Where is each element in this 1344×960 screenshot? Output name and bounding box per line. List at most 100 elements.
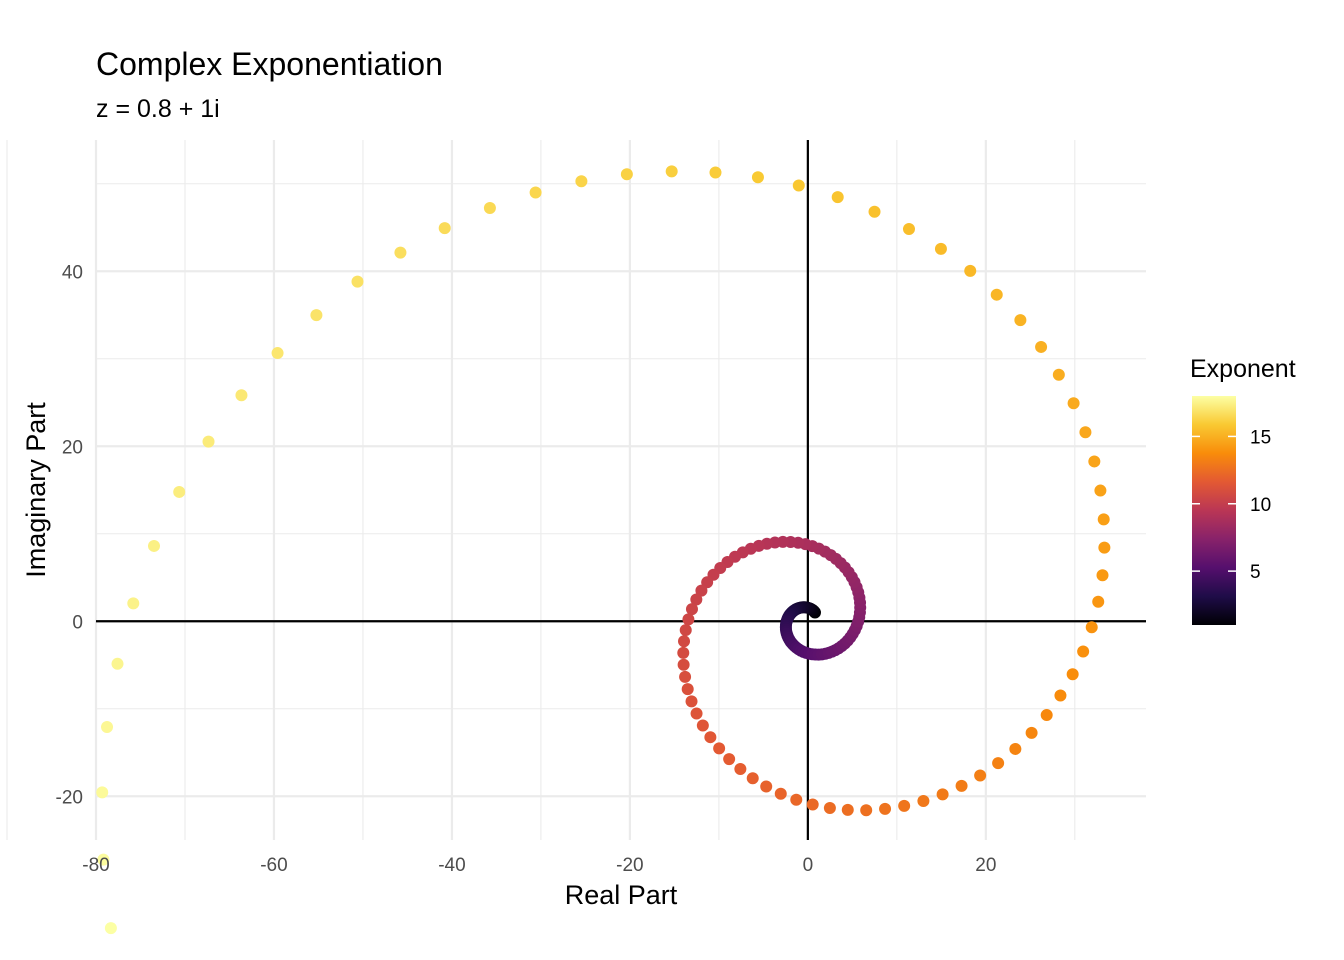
y-axis-title: Imaginary Part: [21, 402, 51, 578]
data-point: [394, 246, 407, 259]
data-point: [879, 802, 892, 815]
data-point: [682, 613, 695, 626]
data-point: [483, 202, 496, 215]
data-point: [1025, 726, 1038, 739]
data-point: [934, 242, 947, 255]
data-point: [760, 780, 773, 793]
data-point: [310, 309, 323, 322]
x-axis-title: Real Part: [565, 880, 678, 910]
data-point: [746, 772, 759, 785]
data-point: [1077, 645, 1090, 658]
data-point: [902, 223, 915, 236]
data-point: [806, 798, 819, 811]
data-point: [575, 175, 588, 188]
data-point: [271, 347, 284, 360]
data-point: [860, 804, 873, 817]
x-tick-label: 20: [975, 855, 996, 876]
data-point: [351, 275, 364, 288]
data-point: [438, 222, 451, 235]
grid-lines: [6, 140, 1146, 840]
data-point: [704, 731, 717, 744]
data-point: [677, 646, 690, 659]
data-point: [665, 165, 678, 178]
data-point: [868, 205, 881, 218]
y-tick-label: -20: [56, 787, 83, 808]
data-point: [620, 168, 633, 181]
y-tick-label: 0: [72, 612, 83, 633]
reference-lines: [96, 140, 1146, 840]
legend-tick-label: 10: [1250, 495, 1271, 516]
data-point: [1040, 709, 1053, 722]
data-point: [841, 803, 854, 816]
data-point: [831, 191, 844, 204]
data-point: [1067, 397, 1080, 410]
y-tick-label: 20: [62, 437, 83, 458]
color-legend: Exponent 5 10 15: [1190, 355, 1296, 625]
data-point: [96, 786, 109, 799]
data-point: [917, 795, 930, 808]
data-point: [1097, 513, 1110, 526]
data-point: [679, 670, 692, 683]
legend-tick-label: 15: [1250, 427, 1271, 448]
data-point: [235, 389, 248, 402]
data-point: [1009, 742, 1022, 755]
data-point: [1092, 595, 1105, 608]
data-point: [790, 793, 803, 806]
x-tick-label: -80: [82, 855, 109, 876]
data-point: [690, 707, 703, 720]
data-point: [1094, 484, 1107, 497]
legend-ticks: 5 10 15: [1192, 427, 1271, 583]
data-point: [792, 179, 805, 192]
x-axis-ticks: -80 -60 -40 -20 0 20: [82, 855, 996, 876]
data-point: [1096, 569, 1109, 582]
data-point: [955, 779, 968, 792]
data-point: [713, 742, 726, 755]
data-point: [127, 597, 140, 610]
data-point: [104, 922, 117, 935]
data-point: [679, 624, 692, 637]
data-points: [96, 165, 1111, 935]
data-point: [990, 288, 1003, 301]
data-point: [1035, 340, 1048, 353]
x-tick-label: -40: [438, 855, 465, 876]
data-point: [992, 757, 1005, 770]
data-point: [678, 635, 691, 648]
x-tick-label: -20: [616, 855, 643, 876]
data-point: [1052, 368, 1065, 381]
data-point: [685, 603, 698, 616]
data-point: [723, 753, 736, 766]
data-point: [964, 264, 977, 277]
data-point: [695, 584, 708, 597]
chart-subtitle: z = 0.8 + 1i: [96, 95, 220, 123]
data-point: [1079, 426, 1092, 439]
data-point: [681, 683, 694, 696]
data-point: [101, 720, 114, 733]
data-point: [751, 171, 764, 184]
data-point: [936, 788, 949, 801]
data-point: [734, 763, 747, 776]
data-point: [1088, 455, 1101, 468]
data-point: [898, 799, 911, 812]
data-point: [685, 695, 698, 708]
data-point: [202, 435, 215, 448]
chart-title: Complex Exponentiation: [96, 46, 443, 82]
data-point: [1014, 314, 1027, 327]
data-point: [173, 485, 186, 498]
data-point: [111, 657, 124, 670]
data-point: [1054, 689, 1067, 702]
data-point: [1066, 668, 1079, 681]
data-point: [823, 801, 836, 814]
data-point: [709, 166, 722, 179]
data-point: [529, 186, 542, 199]
legend-tick-label: 5: [1250, 562, 1261, 583]
data-point: [677, 658, 690, 671]
data-point: [696, 719, 709, 732]
legend-colorbar: [1192, 396, 1236, 625]
data-point: [690, 593, 703, 606]
legend-title: Exponent: [1190, 355, 1296, 383]
data-point: [1098, 541, 1111, 554]
data-point: [774, 787, 787, 800]
data-point: [148, 539, 160, 552]
data-point: [1085, 621, 1098, 634]
